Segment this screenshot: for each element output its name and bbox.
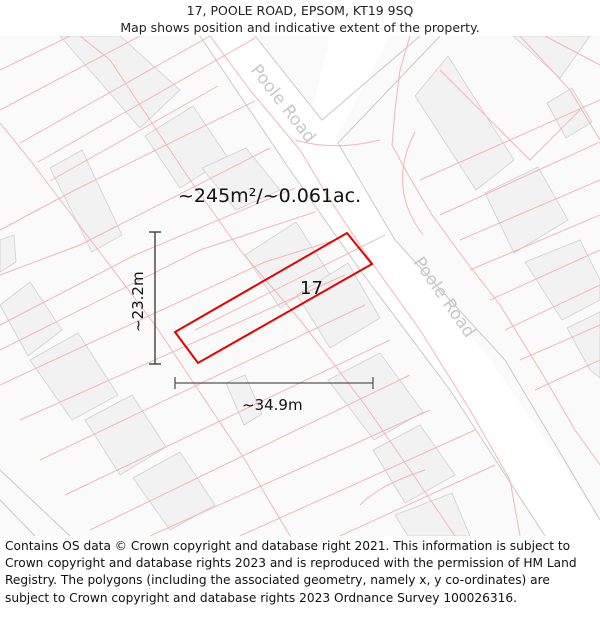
area-label: ~245m²/~0.061ac. — [178, 185, 361, 207]
height-dimension-line — [149, 231, 161, 365]
property-map[interactable]: Poole Road Poole Road ~245m²/~0.061ac. 1… — [0, 36, 600, 536]
parcel-boundaries — [0, 36, 600, 536]
map-header: 17, POOLE ROAD, EPSOM, KT19 9SQ Map show… — [0, 0, 600, 36]
property-address: 17, POOLE ROAD, EPSOM, KT19 9SQ — [186, 3, 414, 18]
buildings — [0, 36, 600, 536]
road-poole-road — [0, 36, 600, 536]
plot-number-label: 17 — [300, 278, 323, 299]
width-dimension-label: ~34.9m — [242, 396, 303, 414]
height-dimension-label: ~23.2m — [129, 271, 147, 332]
property-boundary-highlight[interactable] — [173, 231, 374, 365]
copyright-attribution: Contains OS data © Crown copyright and d… — [5, 539, 577, 605]
width-dimension-line — [174, 377, 374, 389]
map-caption: Map shows position and indicative extent… — [120, 20, 480, 35]
